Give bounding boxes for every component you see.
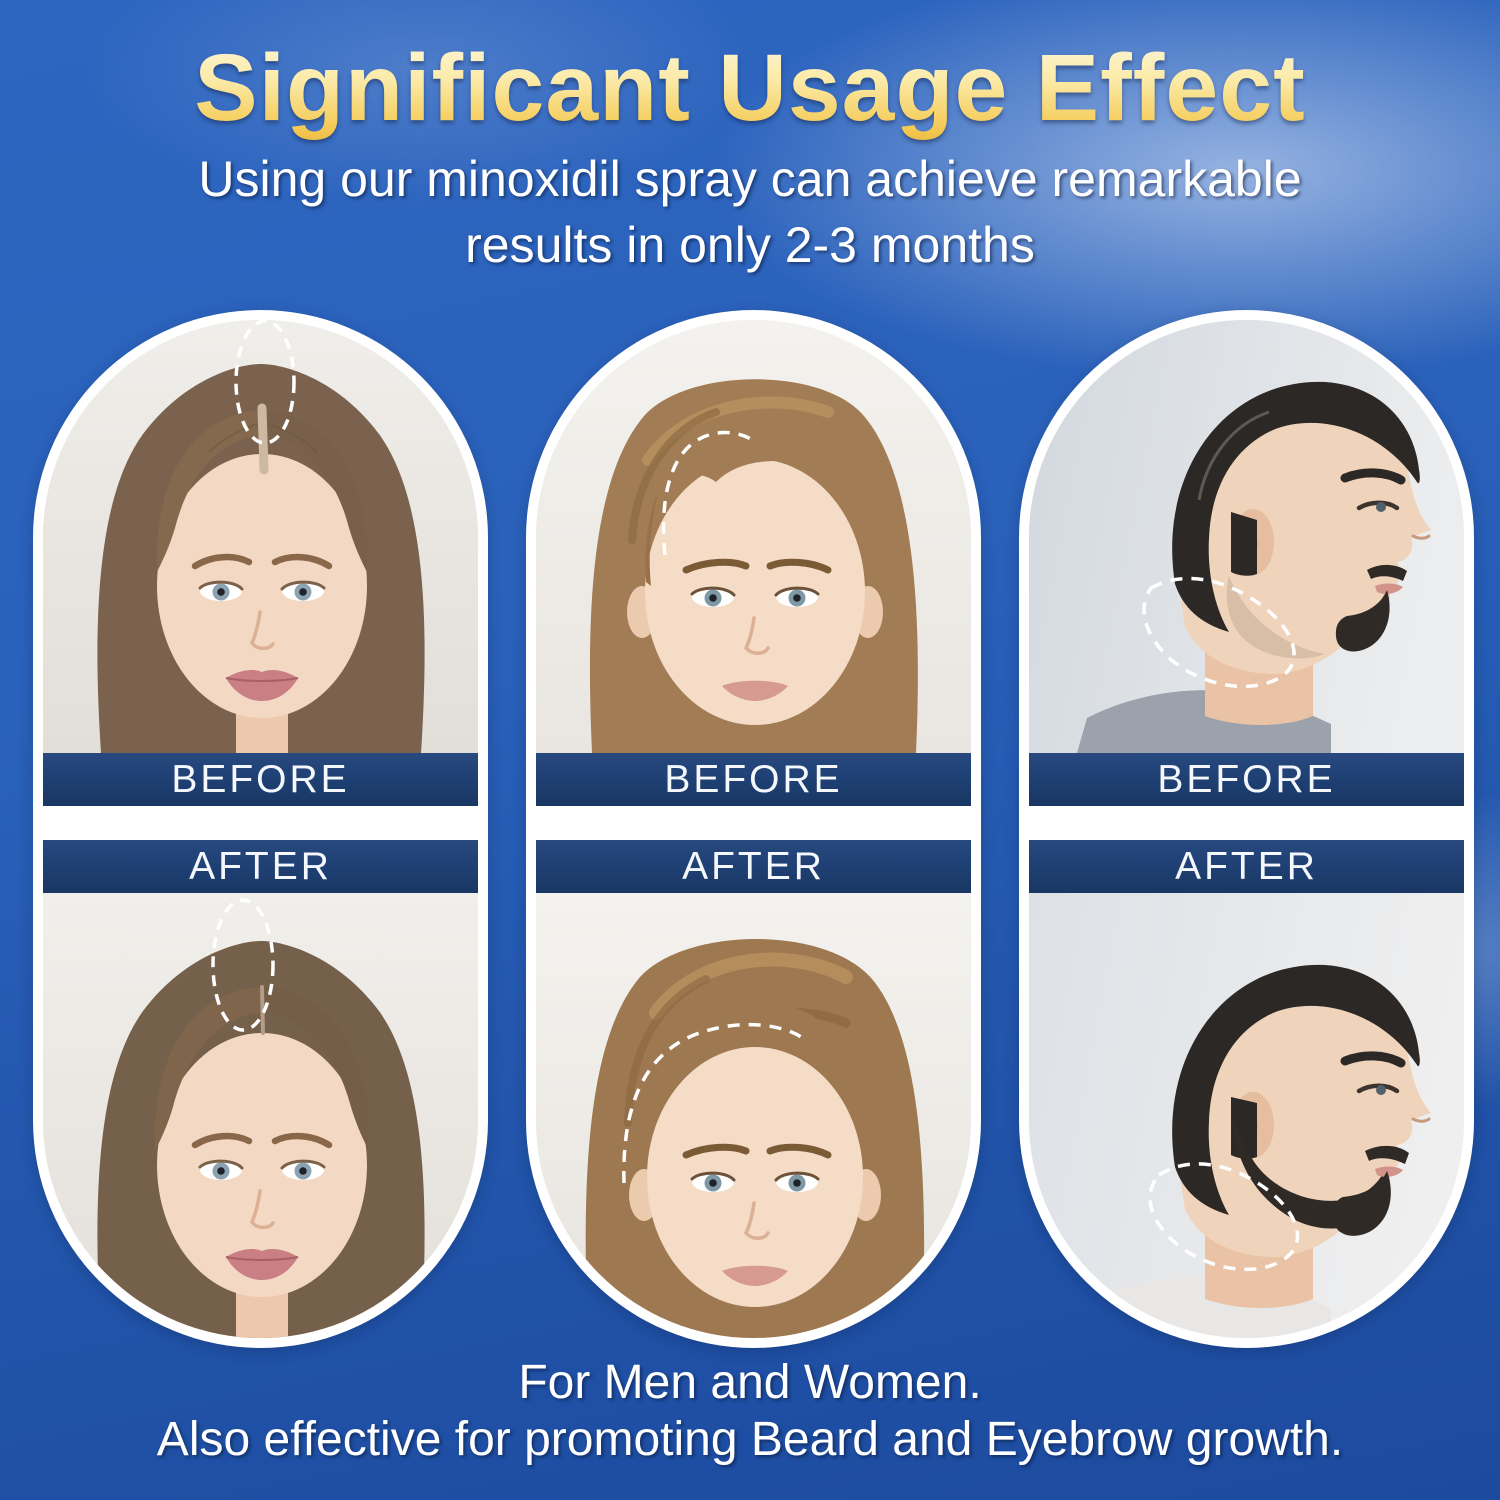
hairline-outline xyxy=(661,430,759,556)
before-photo-woman xyxy=(43,320,478,753)
results-grid: BEFORE AFTER xyxy=(33,310,1474,1348)
woman-after-portrait xyxy=(43,893,478,1338)
after-label-bar: AFTER xyxy=(1029,840,1464,893)
label-divider xyxy=(536,806,971,840)
after-label: AFTER xyxy=(189,844,332,888)
result-card-man-hairline: BEFORE AFTER xyxy=(526,310,981,1348)
beard-area-outline xyxy=(1148,1162,1300,1272)
before-label-bar: BEFORE xyxy=(43,753,478,806)
after-label-bar: AFTER xyxy=(43,840,478,893)
before-label-bar: BEFORE xyxy=(1029,753,1464,806)
after-label: AFTER xyxy=(682,844,825,888)
before-label: BEFORE xyxy=(664,757,843,801)
man-beard-after-portrait xyxy=(1029,893,1464,1338)
before-label: BEFORE xyxy=(171,757,350,801)
man-hairline-after-portrait xyxy=(536,893,971,1338)
footer: For Men and Women. Also effective for pr… xyxy=(0,1354,1500,1468)
footer-line-1: For Men and Women. xyxy=(518,1356,982,1409)
hairline-outline xyxy=(622,1022,806,1184)
before-label-bar: BEFORE xyxy=(536,753,971,806)
after-label: AFTER xyxy=(1175,844,1318,888)
label-divider xyxy=(1029,806,1464,840)
page-title: Significant Usage Effect xyxy=(0,34,1500,143)
beard-area-outline xyxy=(1142,576,1296,689)
man-beard-before-portrait xyxy=(1029,320,1464,753)
woman-before-portrait xyxy=(43,320,478,753)
subtitle-line-2: results in only 2-3 months xyxy=(465,217,1035,273)
regrowth-area-outline xyxy=(211,898,275,1032)
footer-line-2: Also effective for promoting Beard and E… xyxy=(156,1413,1344,1466)
before-photo-man-beard xyxy=(1029,320,1464,753)
after-photo-man-hairline xyxy=(536,893,971,1338)
result-card-woman-hair: BEFORE AFTER xyxy=(33,310,488,1348)
subtitle: Using our minoxidil spray can achieve re… xyxy=(0,146,1500,278)
after-label-bar: AFTER xyxy=(536,840,971,893)
label-divider xyxy=(43,806,478,840)
after-photo-man-beard xyxy=(1029,893,1464,1338)
subtitle-line-1: Using our minoxidil spray can achieve re… xyxy=(198,151,1302,207)
result-card-man-beard: BEFORE AFTER xyxy=(1019,310,1474,1348)
after-photo-woman xyxy=(43,893,478,1338)
before-photo-man-hairline xyxy=(536,320,971,753)
man-hairline-before-portrait xyxy=(536,320,971,753)
thinning-area-outline xyxy=(234,320,296,445)
before-label: BEFORE xyxy=(1157,757,1336,801)
